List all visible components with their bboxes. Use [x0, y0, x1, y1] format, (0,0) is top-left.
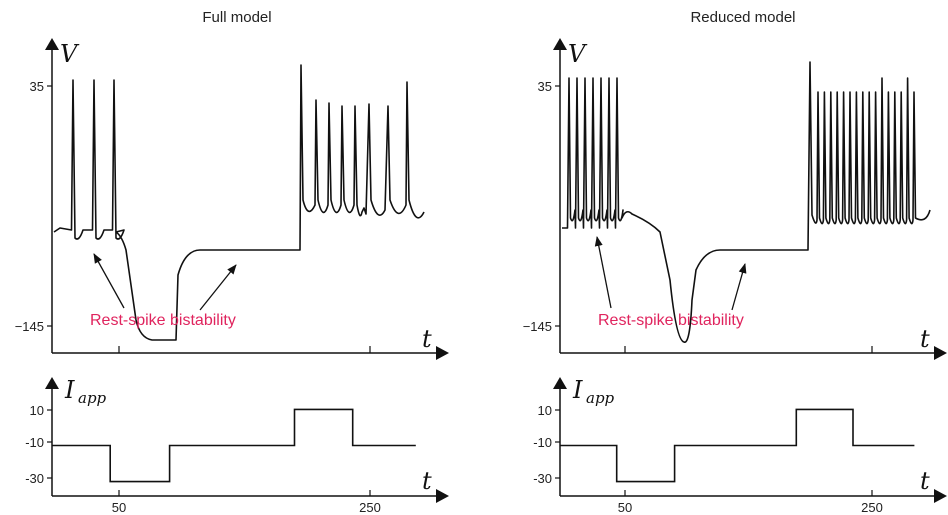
left-v-x-arrow	[436, 346, 449, 360]
right-i-ylabel: I	[572, 376, 583, 404]
right-v-ylabel: V	[568, 40, 588, 68]
left-voltage-panel: 35 −145 V t Rest-spike bistability	[15, 38, 449, 360]
right-voltage-trace	[562, 61, 931, 343]
left-i-xlabel: t	[422, 467, 432, 495]
right-v-x-arrow	[934, 346, 947, 360]
right-i-ylabel-sub: app	[586, 389, 615, 407]
right-i-xlabel: t	[920, 467, 930, 495]
right-i-ticklabel-m10: -10	[533, 435, 552, 450]
left-i-ticklabel-10: 10	[30, 403, 44, 418]
right-v-y-arrow	[553, 38, 567, 50]
left-v-ylabel: V	[60, 40, 80, 68]
left-i-ticklabel-250: 250	[359, 500, 381, 515]
right-i-ticklabel-250: 250	[861, 500, 883, 515]
left-title: Full model	[202, 9, 271, 26]
right-i-x-arrow	[934, 489, 947, 503]
right-i-ticklabel-10: 10	[538, 403, 552, 418]
right-v-ticklabel-35: 35	[538, 79, 552, 94]
left-i-x-arrow	[436, 489, 449, 503]
right-annotation: Rest-spike bistability	[598, 312, 744, 329]
right-v-ticklabel-145: −145	[523, 319, 552, 334]
left-voltage-trace	[53, 64, 425, 341]
left-v-ticklabel-145: −145	[15, 319, 44, 334]
left-i-ylabel-sub: app	[78, 389, 107, 407]
right-i-ticklabel-m30: -30	[533, 471, 552, 486]
right-i-y-arrow	[553, 377, 567, 389]
left-v-y-arrow	[45, 38, 59, 50]
right-current-trace	[560, 408, 915, 483]
right-i-ticklabel-50: 50	[618, 500, 632, 515]
right-current-panel: 10 -10 -30 50 250 I app t	[533, 376, 947, 515]
left-current-panel: 10 -10 -30 50 250 I app t	[25, 376, 449, 515]
right-voltage-panel: 35 −145 V t Rest-spike bistability	[523, 38, 947, 360]
left-i-ticklabel-50: 50	[112, 500, 126, 515]
right-v-xlabel: t	[920, 325, 930, 353]
left-i-ticklabel-m10: -10	[25, 435, 44, 450]
left-v-ticklabel-35: 35	[30, 79, 44, 94]
left-current-trace	[52, 408, 416, 483]
right-annotation-arrow-1	[594, 236, 612, 309]
right-annotation-arrow-2	[731, 263, 747, 311]
left-annotation: Rest-spike bistability	[90, 312, 236, 329]
left-v-xlabel: t	[422, 325, 432, 353]
left-i-ticklabel-m30: -30	[25, 471, 44, 486]
right-title: Reduced model	[690, 9, 795, 26]
left-i-ylabel: I	[64, 376, 75, 404]
left-annotation-arrow-1	[93, 253, 125, 309]
left-i-y-arrow	[45, 377, 59, 389]
left-annotation-arrow-2	[199, 264, 237, 311]
